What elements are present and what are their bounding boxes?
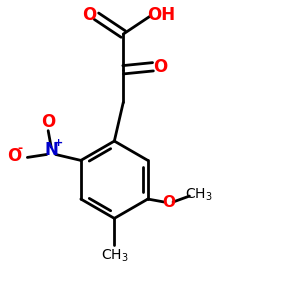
Text: O: O [153,58,167,76]
Text: O: O [7,147,21,165]
Text: CH$_3$: CH$_3$ [100,247,128,264]
Text: -: - [17,142,22,155]
Text: CH$_3$: CH$_3$ [184,186,212,203]
Text: O: O [162,194,175,209]
Text: O: O [82,6,96,24]
Text: +: + [54,138,63,148]
Text: N: N [44,141,58,159]
Text: OH: OH [147,6,176,24]
Text: O: O [41,113,55,131]
